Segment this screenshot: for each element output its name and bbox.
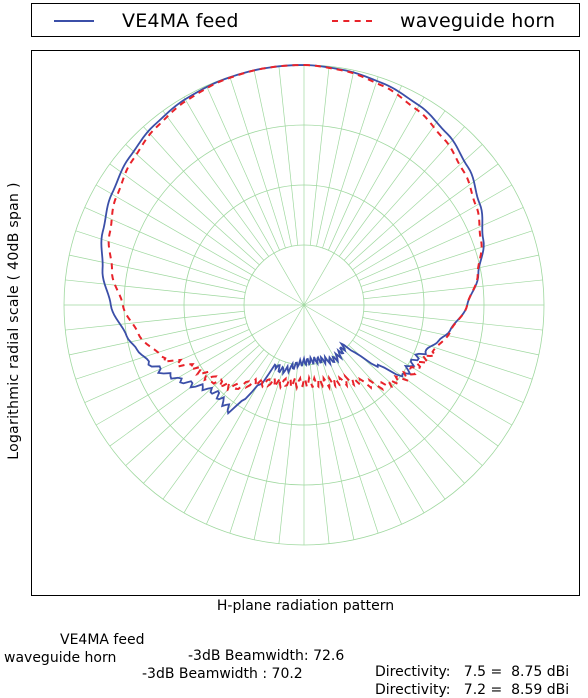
legend-swatch-solid bbox=[54, 20, 94, 22]
grid-spoke-1 bbox=[309, 66, 330, 246]
x-axis-label: H-plane radiation pattern bbox=[216, 598, 395, 614]
grid-spoke-50 bbox=[95, 184, 305, 306]
grid-spoke-41 bbox=[84, 329, 250, 403]
grid-spoke-29 bbox=[309, 364, 330, 544]
grid-spoke-17 bbox=[362, 317, 539, 356]
grid-spoke-59 bbox=[278, 66, 299, 246]
grid-spoke-28 bbox=[316, 363, 355, 540]
stats-name: waveguide horn bbox=[4, 650, 117, 666]
grid-spoke-31 bbox=[278, 364, 299, 544]
grid-spoke-49 bbox=[84, 207, 250, 281]
grid-spoke-22 bbox=[348, 344, 483, 466]
legend-swatch-dashed bbox=[332, 20, 372, 22]
grid-spoke-20 bbox=[303, 304, 513, 426]
grid-spoke-40 bbox=[95, 304, 305, 426]
stats-name: VE4MA feed bbox=[60, 632, 145, 648]
grid-spoke-19 bbox=[358, 329, 524, 403]
grid-spoke-23 bbox=[343, 349, 465, 484]
grid-spoke-47 bbox=[69, 254, 246, 293]
grid-spoke-39 bbox=[109, 339, 256, 447]
legend-label-waveguide: waveguide horn bbox=[400, 10, 556, 32]
grid-spoke-6 bbox=[338, 110, 446, 257]
grid-spoke-16 bbox=[363, 310, 543, 331]
grid-spoke-27 bbox=[322, 361, 379, 534]
grid-spoke-48 bbox=[75, 230, 248, 287]
grid-spoke-24 bbox=[338, 353, 446, 500]
grid-spoke-51 bbox=[109, 163, 256, 271]
grid-spoke-46 bbox=[65, 279, 245, 300]
series-line-ve4ma-feed bbox=[100, 64, 485, 416]
grid-spoke-58 bbox=[253, 70, 292, 247]
grid-spoke-53 bbox=[143, 126, 265, 261]
y-axis-label: Logarithmic radial scale ( 40dB span ) bbox=[6, 182, 22, 460]
grid-spoke-2 bbox=[316, 70, 355, 247]
grid-spoke-13 bbox=[362, 254, 539, 293]
grid-spoke-14 bbox=[363, 279, 543, 300]
grid-spoke-18 bbox=[360, 323, 533, 380]
grid-spoke-7 bbox=[343, 126, 465, 261]
grid-spoke-55 bbox=[183, 96, 305, 306]
grid-spoke-52 bbox=[125, 144, 260, 266]
grid-spoke-38 bbox=[125, 344, 260, 466]
legend-label-ve4ma: VE4MA feed bbox=[122, 10, 239, 32]
grid-spoke-37 bbox=[143, 349, 265, 484]
grid-spoke-43 bbox=[69, 317, 246, 356]
series-group bbox=[100, 63, 485, 416]
plot-frame bbox=[31, 50, 580, 596]
grid-spoke-44 bbox=[65, 310, 245, 331]
grid-spoke-57 bbox=[229, 76, 286, 249]
legend: VE4MA feed waveguide horn bbox=[31, 3, 580, 37]
grid-spoke-56 bbox=[206, 85, 280, 251]
stats-beamwidth: -3dB Beamwidth : 70.2 bbox=[142, 666, 303, 682]
grid-spoke-36 bbox=[162, 353, 270, 500]
grid-spoke-25 bbox=[303, 304, 425, 514]
grid-spoke-3 bbox=[322, 76, 379, 249]
grid-spoke-35 bbox=[183, 304, 305, 514]
polar-chart bbox=[63, 63, 545, 546]
grid-spoke-21 bbox=[352, 339, 499, 447]
grid-spoke-33 bbox=[229, 361, 286, 534]
grid-spoke-11 bbox=[358, 207, 524, 281]
grid-spoke-26 bbox=[328, 359, 402, 525]
grid-spoke-42 bbox=[75, 323, 248, 380]
stats-row-waveguide: waveguide horn -3dB Beamwidth : 70.2 Dir… bbox=[0, 634, 588, 698]
grid-spoke-8 bbox=[348, 144, 483, 266]
grid-spoke-10 bbox=[303, 184, 513, 306]
grid-spoke-54 bbox=[162, 110, 270, 257]
grid-spoke-4 bbox=[328, 85, 402, 251]
stats-directivity: Directivity: 7.2 = 8.59 dBi bbox=[375, 682, 570, 698]
polar-grid bbox=[63, 64, 545, 546]
legend-item-ve4ma: VE4MA feed bbox=[54, 4, 239, 38]
grid-spoke-5 bbox=[303, 96, 425, 306]
grid-spoke-32 bbox=[253, 363, 292, 540]
legend-item-waveguide: waveguide horn bbox=[332, 4, 555, 38]
grid-spoke-12 bbox=[360, 230, 533, 287]
